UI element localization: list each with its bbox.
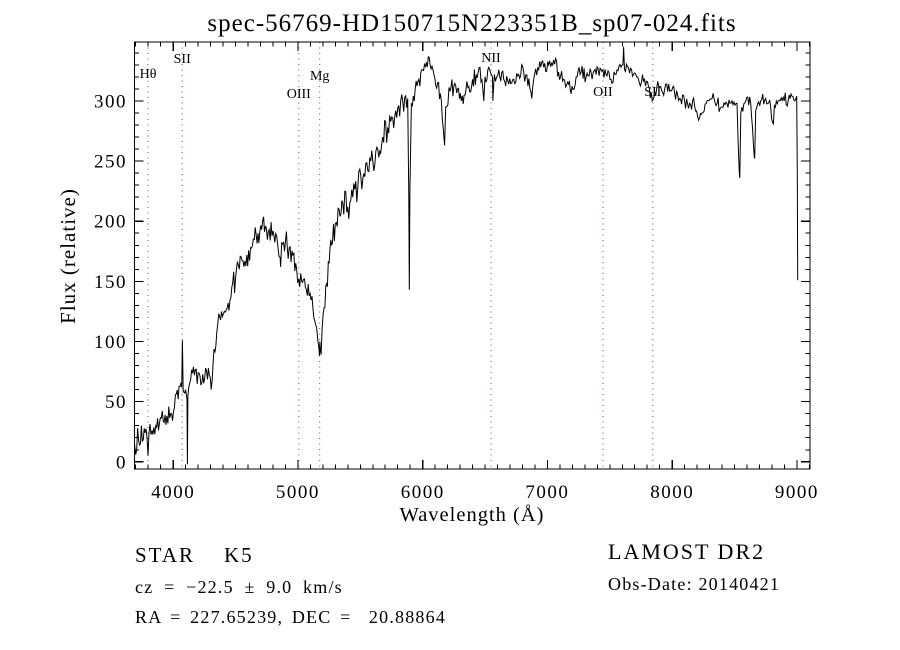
spectral-line-label: Hθ	[140, 67, 157, 82]
x-tick-label: 5000	[276, 482, 320, 503]
cz-text: cz = −22.5 ± 9.0 km/s	[135, 577, 343, 597]
y-tick-label: 50	[105, 392, 127, 413]
plot-box	[133, 41, 811, 470]
x-tick-label: 4000	[151, 482, 195, 503]
spectrum-trace	[134, 46, 799, 465]
y-tick-label: 0	[116, 452, 127, 473]
y-tick-label: 100	[94, 332, 127, 353]
spectral-line-label: SII	[174, 52, 191, 67]
y-tick-label: 150	[94, 272, 127, 293]
plot-title: spec-56769-HD150715N223351B_sp07-024.fit…	[207, 10, 737, 37]
x-tick-label: 9000	[775, 482, 819, 503]
star-class-text: STAR K5	[135, 543, 254, 567]
survey-text: LAMOST DR2	[608, 539, 766, 564]
x-axis-label: Wavelength (Å)	[400, 504, 545, 526]
x-tick-label: 7000	[525, 482, 569, 503]
x-tick-label: 6000	[401, 482, 445, 503]
ra-dec-text: RA = 227.65239, DEC = 20.88864	[135, 607, 447, 627]
obs-date-text: Obs-Date: 20140421	[608, 574, 781, 594]
minor-ticks	[134, 42, 810, 469]
spectral-line-label: OIII	[287, 87, 311, 102]
y-tick-label: 250	[94, 152, 127, 173]
y-tick-label: 300	[94, 91, 127, 112]
x-tick-label: 8000	[650, 482, 694, 503]
spectral-line-label: Mg	[310, 69, 329, 84]
major-ticks	[134, 42, 810, 469]
spectral-line-label: OII	[593, 85, 613, 100]
y-axis-label: Flux (relative)	[56, 188, 80, 324]
y-tick-label: 200	[94, 212, 127, 233]
spectral-line-label: NII	[481, 51, 501, 66]
spectral-line-label: SII	[644, 85, 661, 100]
